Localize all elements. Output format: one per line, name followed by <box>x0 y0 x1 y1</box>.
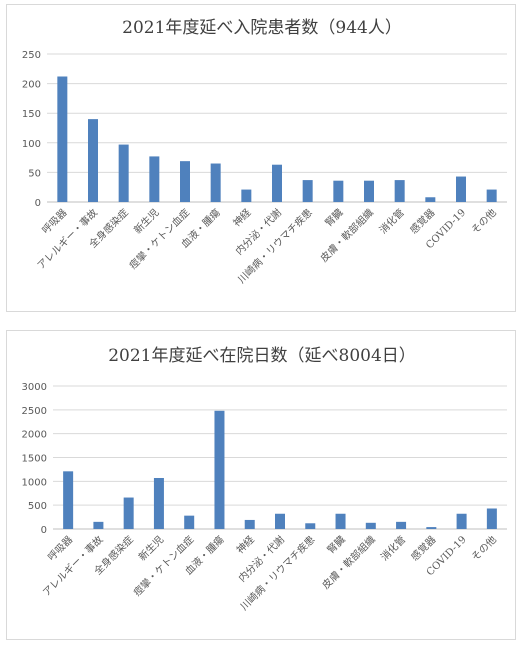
chart-inpatients-svg: 2021年度延べ入院患者数（944人） 050100150200250呼吸器アレ… <box>22 18 507 286</box>
category-label: 腎臓 <box>323 207 346 230</box>
category-label: 消化管 <box>378 533 408 563</box>
y-tick-label: 500 <box>28 501 47 512</box>
category-label: 腎臓 <box>325 534 348 557</box>
y-tick-label: 2000 <box>22 430 47 441</box>
bar <box>214 410 225 529</box>
category-label: 感覚器 <box>407 206 437 236</box>
chart-hospital-days-svg: 2021年度延べ在院日数（延べ8004日） 0 500 1000 1500 2000 25… <box>22 346 507 613</box>
bar <box>396 521 407 529</box>
bar <box>272 164 282 202</box>
bar <box>244 519 255 529</box>
y-tick-label: 250 <box>22 50 41 61</box>
category-label: 呼吸器 <box>40 207 70 237</box>
y-tick-label: 100 <box>22 139 41 150</box>
y-tick-label: 1500 <box>22 454 47 465</box>
bar <box>426 527 437 529</box>
y-tick-label: 50 <box>28 168 41 179</box>
bar <box>153 477 164 529</box>
category-label: 神経 <box>230 206 253 229</box>
y-tick-label: 3000 <box>22 382 47 393</box>
bar <box>93 521 104 529</box>
category-label: 呼吸器 <box>46 534 76 564</box>
bar <box>180 161 190 202</box>
category-label: 新生児 <box>136 533 166 563</box>
bar <box>88 119 98 202</box>
chart-panel-inpatients: 2021年度延べ入院患者数（944人） 0 50 100 150 200 250 呼吸器 アレ… <box>6 4 516 312</box>
category-label: 消化管 <box>376 206 406 236</box>
y-tick-label: 0 <box>35 198 41 209</box>
category-label: その他 <box>468 206 498 236</box>
y-tick-label: 200 <box>22 80 41 91</box>
y-tick-label: 0 <box>41 525 47 536</box>
bar <box>456 513 467 529</box>
y-tick-label: 150 <box>22 109 41 120</box>
bar <box>333 180 344 202</box>
bar <box>57 76 68 202</box>
bar <box>365 522 376 529</box>
bar <box>118 144 129 202</box>
bar <box>123 497 134 529</box>
bar <box>302 180 313 202</box>
category-label: 新生児 <box>131 206 161 236</box>
chart-title-inpatients: 2021年度延べ入院患者数（944人） <box>122 18 402 38</box>
bar <box>456 176 466 202</box>
bar <box>486 189 497 202</box>
bar <box>364 180 374 202</box>
category-label: 神経 <box>234 533 257 556</box>
chart-panel-hospital-days: 2021年度延べ在院日数（延べ8004日） 0 500 1000 1500 2000 25… <box>6 330 516 640</box>
bar <box>394 180 405 202</box>
y-tick-label: 1000 <box>22 477 47 488</box>
bar <box>275 513 285 529</box>
category-label: 感覚器 <box>408 533 438 563</box>
bar <box>184 515 195 529</box>
bar <box>486 508 497 529</box>
bar <box>63 471 74 529</box>
bar <box>335 513 346 529</box>
bar <box>425 197 436 202</box>
category-label: その他 <box>469 533 499 563</box>
bar <box>149 156 160 202</box>
bar <box>210 163 221 202</box>
category-label: 皮膚・軟部組織 <box>319 533 378 592</box>
chart-title-hospital-days: 2021年度延べ在院日数（延べ8004日） <box>108 346 416 366</box>
y-tick-label: 2500 <box>22 406 47 417</box>
bar <box>305 523 316 529</box>
category-label: 皮膚・軟部組織 <box>317 206 376 265</box>
bar <box>241 189 252 202</box>
